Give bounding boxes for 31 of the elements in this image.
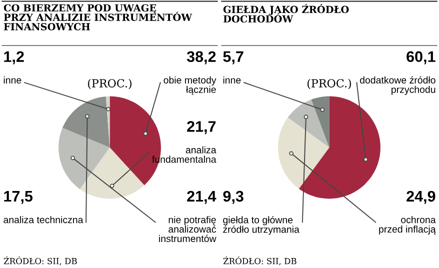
data-label: 9,3 <box>223 190 244 204</box>
slice-label: inne <box>4 76 22 84</box>
slice-label: giełda to główne źródło utrzymania <box>223 216 300 235</box>
data-label: 21,7 <box>187 121 216 134</box>
slice-label: nie potrafię analizować instrumentów <box>159 216 216 242</box>
text: ŹRÓDŁO: SII, DB <box>4 256 77 266</box>
text: ŹRÓDŁO: SII, DB <box>223 256 296 266</box>
chart-title: GIEŁDA JAKO ŹRÓDŁO DOCHODÓW <box>223 4 349 23</box>
pie-slice <box>298 96 380 199</box>
pie-slice <box>58 128 110 190</box>
slice-label: obie metody łącznie <box>164 76 216 95</box>
data-label: 24,9 <box>406 190 436 204</box>
pie-slice <box>278 117 330 189</box>
data-label: 21,4 <box>187 190 216 204</box>
slice-label: inne <box>223 76 241 84</box>
pie-slice <box>62 96 110 148</box>
pie-slice <box>288 100 330 148</box>
chart-title: CO BIERZEMY POD UWAGĘ PRZY ANALIZIE INSTRUMENTÓW FINANSOWYCH <box>4 4 192 30</box>
slice-label: analiza techniczna <box>4 216 84 224</box>
pie-slice <box>106 96 110 148</box>
slice-label: ochrona przed inflacją <box>379 216 436 235</box>
pie-slice <box>80 148 144 199</box>
data-label: 5,7 <box>223 51 244 64</box>
data-label: 38,2 <box>186 51 216 64</box>
data-label: 17,5 <box>4 191 33 204</box>
slice-label: dodatkowe źródło przychodu <box>360 76 436 95</box>
text: (PROC.) <box>88 78 132 90</box>
data-label: 1,2 <box>4 51 24 64</box>
text: (PROC.) <box>308 78 351 90</box>
data-label: 60,1 <box>406 51 436 64</box>
pie-slice <box>311 96 330 148</box>
